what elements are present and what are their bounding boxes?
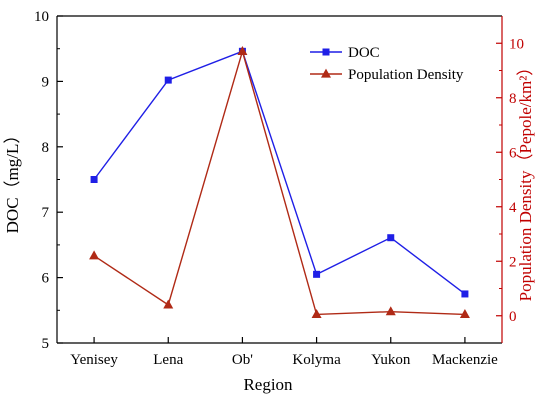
right-tick-label: 8 [509, 91, 517, 107]
doc-point [387, 234, 395, 242]
legend-marker [322, 48, 330, 56]
left-tick-label: 9 [42, 74, 50, 90]
left-y-axis: 5 6 7 8 9 10 [34, 9, 63, 352]
x-axis-title: Region [243, 375, 293, 394]
left-tick-label: 8 [42, 140, 50, 156]
left-tick-label: 10 [34, 9, 49, 25]
population-density-line [93, 48, 465, 316]
series-population-density [89, 46, 470, 318]
x-tick-label: Yukon [371, 352, 411, 368]
left-tick-label: 5 [42, 336, 50, 352]
plot-frame [56, 15, 503, 344]
right-tick-label: 10 [509, 36, 524, 52]
x-tick-label: Ob' [232, 352, 253, 368]
legend-label: DOC [348, 45, 380, 61]
right-tick-label: 4 [509, 200, 517, 216]
series-layer [89, 46, 470, 318]
legend-marker [321, 68, 331, 78]
population-density-point [163, 299, 174, 309]
left-y-axis-title: DOC（mg/L） [3, 127, 22, 234]
population-density-point [89, 250, 100, 260]
x-tick-label: Kolyma [292, 352, 341, 368]
left-tick-label: 7 [42, 205, 50, 221]
population-density-point [237, 46, 248, 56]
legend-label: Population Density [348, 67, 464, 83]
doc-point [164, 76, 172, 84]
right-tick-label: 0 [509, 309, 517, 325]
x-tick-label: Mackenzie [432, 352, 498, 368]
doc-line [93, 50, 466, 295]
x-tick-label: Yenisey [70, 352, 118, 368]
legend-item-population-density: Population Density [310, 67, 464, 83]
population-density-point [459, 308, 470, 318]
legend-item-doc: DOC [310, 45, 380, 61]
right-y-axis-title: Population Density（Pepole/km²） [516, 59, 535, 302]
doc-point [461, 290, 469, 298]
right-y-axis: 0 2 4 6 8 10 [496, 36, 524, 325]
x-tick-label: Lena [153, 352, 183, 368]
left-tick-label: 6 [42, 271, 50, 287]
series-doc [90, 47, 469, 298]
population-density-point [311, 308, 322, 318]
x-axis: Yenisey Lena Ob' Kolyma Yukon Mackenzie [70, 337, 498, 368]
right-tick-label: 2 [509, 254, 517, 270]
doc-point [313, 270, 321, 278]
population-density-point [385, 306, 396, 316]
right-tick-label: 6 [509, 145, 517, 161]
doc-point [90, 176, 98, 183]
legend: DOC Population Density [310, 45, 464, 83]
